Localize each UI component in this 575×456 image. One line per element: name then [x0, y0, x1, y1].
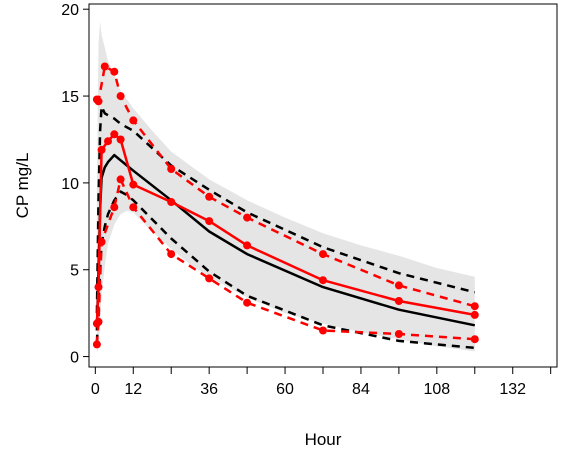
observed-median-point — [205, 217, 214, 226]
observed-upper-point — [129, 116, 138, 125]
x-tick-label: 12 — [124, 381, 142, 398]
y-tick-label: 10 — [61, 176, 79, 193]
observed-median-point — [319, 276, 327, 285]
observed-upper-point — [205, 192, 214, 201]
observed-median-point — [243, 241, 252, 250]
observed-lower-point — [319, 326, 327, 335]
x-axis-title: Hour — [305, 430, 342, 449]
y-tick-label: 15 — [61, 89, 79, 106]
observed-lower-point — [243, 298, 252, 307]
prediction-band-layer — [96, 21, 475, 354]
observed-lower-point — [94, 317, 103, 326]
observed-lower-point — [167, 250, 176, 259]
y-tick-label: 0 — [70, 350, 79, 367]
prediction-band — [96, 21, 475, 354]
observed-lower-point — [129, 203, 138, 212]
observed-lower-point — [110, 203, 119, 212]
y-axis-title: CP mg/L — [13, 153, 32, 219]
observed-upper-line — [95, 65, 476, 308]
observed-upper-point — [94, 97, 103, 106]
observed-upper-point — [110, 67, 119, 76]
x-tick-label: 108 — [423, 381, 450, 398]
observed-lower-point — [394, 330, 403, 338]
observed-median-point — [94, 283, 103, 292]
observed-lower-point — [97, 237, 106, 246]
axes-layer: 0 5 10 15 20 0 12 36 60 84 108 132 — [61, 2, 552, 398]
observed-lower-point — [205, 274, 214, 283]
observed-lower-point — [470, 335, 479, 344]
observed-lower-point — [92, 340, 101, 349]
observed-upper-point — [243, 213, 252, 222]
observed-upper-point — [100, 62, 109, 71]
x-tick-label: 132 — [499, 381, 526, 398]
x-tick-label: 36 — [200, 381, 218, 398]
x-tick-label: 60 — [276, 381, 294, 398]
observed-median-point — [470, 310, 479, 319]
y-tick-label: 20 — [61, 2, 79, 19]
observed-median-point — [104, 137, 112, 146]
observed-median-point — [116, 135, 125, 144]
observed-median-point — [129, 180, 138, 189]
observed-lower-point — [116, 175, 125, 184]
observed-upper-point — [167, 165, 176, 173]
observed-upper-point — [470, 302, 479, 311]
x-tick-label: 0 — [91, 381, 100, 398]
observed-median-point — [167, 198, 176, 206]
observed-points-layer — [92, 62, 479, 349]
observed-lower-line — [95, 178, 475, 345]
x-tick-label: 84 — [352, 381, 370, 398]
observed-upper-point — [394, 281, 403, 290]
observed-median-point — [110, 130, 119, 139]
observed-upper-point — [116, 92, 125, 101]
y-tick-label: 5 — [70, 263, 79, 280]
observed-median-point — [394, 297, 403, 305]
observed-upper-point — [319, 250, 327, 259]
observed-median-point — [97, 145, 106, 154]
